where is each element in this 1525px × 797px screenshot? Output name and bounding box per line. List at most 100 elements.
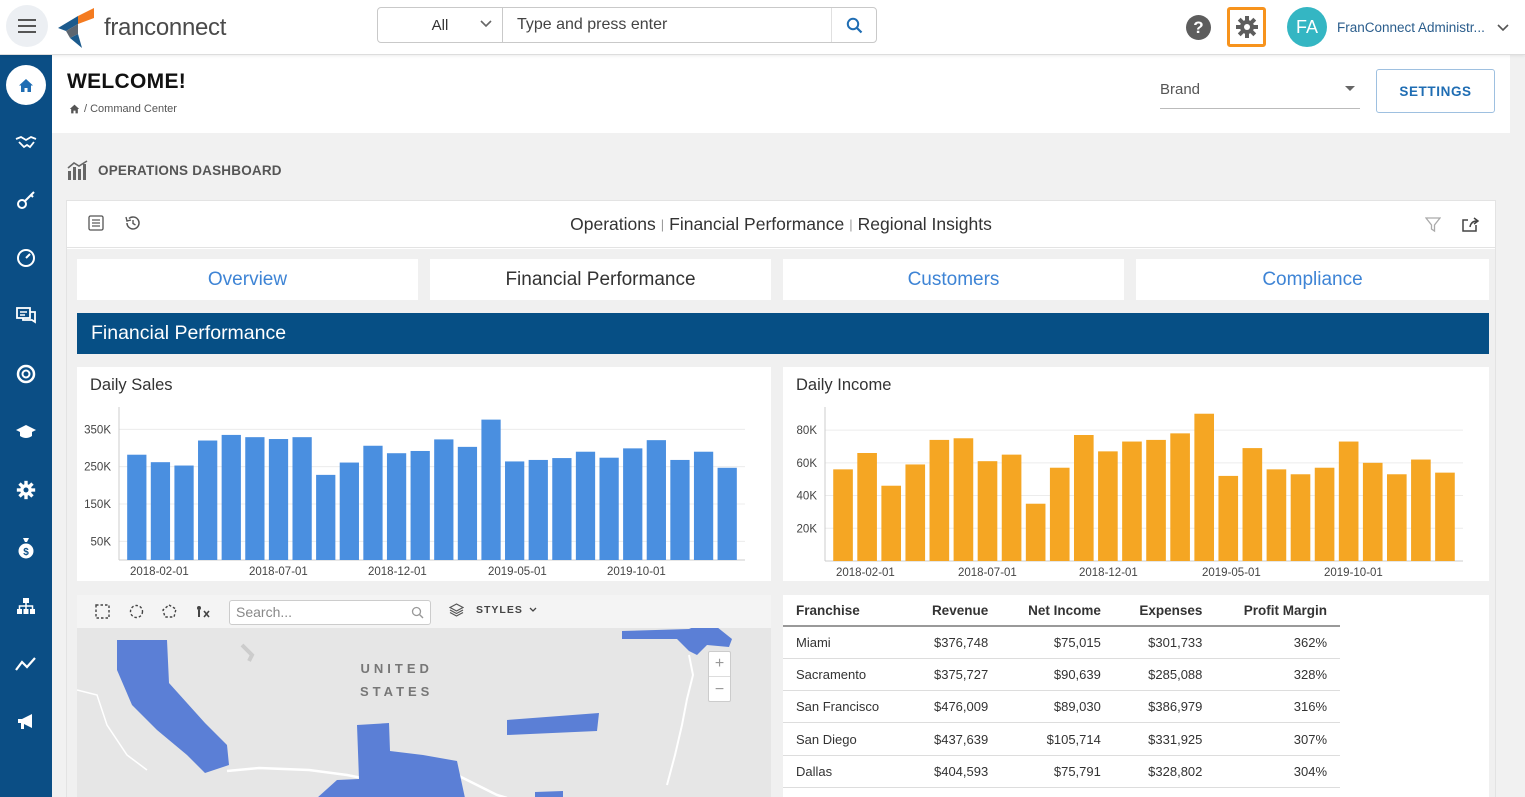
- sidebar-item-marketing[interactable]: [0, 702, 52, 742]
- table-row[interactable]: San Diego $437,639 $105,714 $331,925 307…: [783, 722, 1340, 756]
- sidebar-item-gauge[interactable]: [0, 238, 52, 278]
- sidebar-item-training[interactable]: [0, 412, 52, 452]
- search-scope-select[interactable]: All: [378, 8, 503, 42]
- sidebar-item-finance[interactable]: $: [0, 528, 52, 568]
- table-cell: $331,925: [1113, 722, 1216, 756]
- circle-select-icon[interactable]: [129, 604, 144, 619]
- map-search-input[interactable]: Search...: [229, 600, 431, 625]
- sidebar-item-messages[interactable]: [0, 296, 52, 336]
- regional-map[interactable]: Search... STYLES UNITED STATES + −: [77, 595, 771, 797]
- tab-customers[interactable]: Customers: [783, 259, 1124, 300]
- y-tick-label: 350K: [84, 424, 111, 436]
- bar: [410, 450, 430, 560]
- search-button[interactable]: [831, 8, 876, 42]
- user-name[interactable]: FranConnect Administr...: [1337, 20, 1485, 35]
- column-header[interactable]: Profit Margin: [1215, 595, 1340, 627]
- tab-financial-performance[interactable]: Financial Performance: [430, 259, 771, 300]
- rectangle-select-icon[interactable]: [95, 604, 110, 619]
- daily-income-chart: Daily Income 80K 60K 40K 20K 2018-02-01 2018-…: [783, 367, 1489, 581]
- table-cell: $75,015: [1001, 626, 1114, 659]
- settings-button[interactable]: SETTINGS: [1376, 69, 1495, 113]
- crumb-regional-insights[interactable]: Regional Insights: [857, 214, 992, 234]
- table-cell: $376,748: [907, 626, 1002, 659]
- hamburger-icon[interactable]: [6, 5, 48, 47]
- map-region[interactable]: [622, 623, 732, 655]
- sidebar-item-analytics[interactable]: [0, 644, 52, 684]
- chevron-down-icon: [529, 607, 537, 612]
- y-tick-label: 40K: [797, 491, 818, 503]
- franconnect-logo[interactable]: franconnect: [56, 6, 236, 50]
- map-canvas: [77, 595, 771, 797]
- table-cell: $404,593: [907, 755, 1002, 788]
- x-tick-label: 2018-02-01: [836, 567, 895, 579]
- settings-gear-button[interactable]: [1227, 7, 1266, 47]
- map-styles-button[interactable]: STYLES: [449, 603, 537, 617]
- tab-compliance[interactable]: Compliance: [1136, 259, 1489, 300]
- country-label: UNITED STATES: [360, 661, 434, 699]
- history-icon[interactable]: [124, 215, 141, 231]
- table-cell: Sacramento: [783, 658, 908, 692]
- global-search: All: [377, 7, 877, 43]
- table-header-row: Franchise Revenue Net Income Expenses Pr…: [783, 595, 1340, 627]
- map-region[interactable]: [507, 713, 599, 735]
- layers-icon: [449, 603, 464, 617]
- map-region[interactable]: [317, 723, 465, 797]
- daily-sales-chart: Daily Sales 350K 250K 150K 50K 2018-02-01 201…: [77, 367, 771, 581]
- bar: [339, 462, 359, 560]
- chevron-down-icon[interactable]: [1497, 24, 1509, 32]
- home-icon: [19, 78, 33, 92]
- table-row[interactable]: Sacramento $375,727 $90,639 $285,088 328…: [783, 658, 1340, 692]
- list-icon[interactable]: [88, 215, 104, 231]
- table-cell: $89,030: [1001, 690, 1114, 724]
- bar: [1146, 439, 1166, 561]
- column-header[interactable]: Expenses: [1113, 595, 1216, 627]
- bar: [929, 439, 950, 561]
- sidebar-item-admin[interactable]: [0, 470, 52, 510]
- column-header[interactable]: Net Income: [1001, 595, 1114, 627]
- crumb-financial-performance[interactable]: Financial Performance: [669, 214, 845, 234]
- dashboard-toolbar: Operations | Financial Performance | Regiona…: [67, 201, 1495, 248]
- caret-down-icon: [1345, 86, 1355, 91]
- brand-select[interactable]: Brand: [1160, 77, 1360, 109]
- crumb-operations[interactable]: Operations: [570, 214, 656, 234]
- sidebar-item-key[interactable]: [0, 180, 52, 220]
- clear-selection-icon[interactable]: [195, 604, 211, 619]
- bar: [1290, 474, 1311, 561]
- x-tick-label: 2018-12-01: [1079, 567, 1138, 579]
- table-row[interactable]: Dallas $404,593 $75,791 $328,802 304%: [783, 755, 1340, 788]
- bar: [1266, 469, 1287, 561]
- share-icon[interactable]: [1462, 216, 1480, 233]
- column-header[interactable]: Franchise: [783, 595, 908, 627]
- x-tick-label: 2018-12-01: [368, 566, 427, 578]
- zoom-in-button[interactable]: +: [709, 652, 730, 677]
- avatar[interactable]: FA: [1287, 7, 1327, 47]
- bar: [363, 445, 383, 560]
- bar: [599, 457, 619, 560]
- sidebar-item-support[interactable]: [0, 354, 52, 394]
- bar: [1362, 462, 1383, 561]
- bar: [1001, 454, 1022, 561]
- table-row[interactable]: Miami $376,748 $75,015 $301,733 362%: [783, 626, 1340, 659]
- map-region[interactable]: [117, 640, 229, 773]
- chart-title: Daily Income: [796, 376, 892, 394]
- table-cell: 362%: [1215, 626, 1340, 659]
- table-row[interactable]: San Francisco $476,009 $89,030 $386,979 …: [783, 690, 1340, 724]
- help-icon[interactable]: ?: [1186, 15, 1211, 40]
- bar: [1338, 441, 1359, 561]
- bar: [1218, 475, 1239, 561]
- lasso-select-icon[interactable]: [162, 604, 177, 619]
- graduation-cap-icon: [16, 425, 36, 438]
- x-tick-label: 2019-10-01: [607, 566, 666, 578]
- tab-overview[interactable]: Overview: [77, 259, 418, 300]
- zoom-out-button[interactable]: −: [714, 680, 725, 698]
- sidebar-item-org[interactable]: [0, 586, 52, 626]
- column-header[interactable]: Revenue: [907, 595, 1002, 627]
- home-icon[interactable]: [69, 104, 80, 114]
- sidebar-item-handshake[interactable]: [0, 122, 52, 162]
- bar: [1242, 448, 1263, 561]
- bar: [386, 453, 407, 560]
- search-input[interactable]: [503, 8, 831, 42]
- filter-icon[interactable]: [1425, 217, 1441, 233]
- sidebar-item-home[interactable]: [0, 65, 52, 105]
- table-cell: 328%: [1215, 658, 1340, 692]
